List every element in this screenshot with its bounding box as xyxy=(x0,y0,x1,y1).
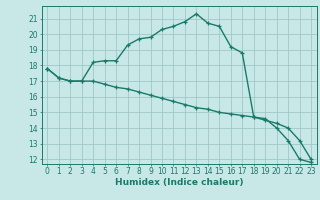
X-axis label: Humidex (Indice chaleur): Humidex (Indice chaleur) xyxy=(115,178,244,187)
